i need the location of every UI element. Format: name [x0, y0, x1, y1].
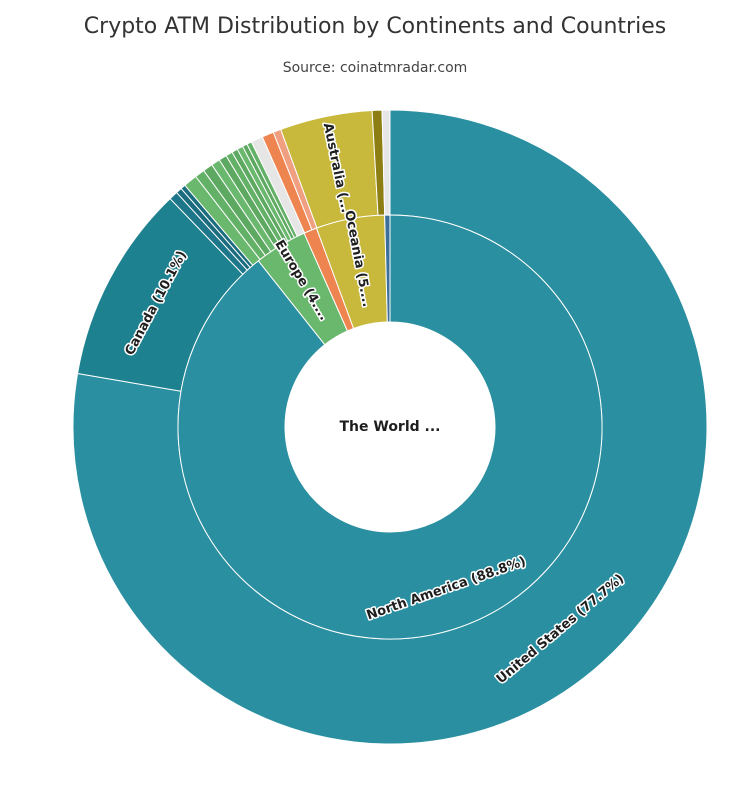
center-hole[interactable] [285, 322, 495, 532]
chart-title: Crypto ATM Distribution by Continents an… [83, 14, 667, 39]
center-label: The World ... [339, 419, 440, 435]
outer-ring [72, 109, 708, 745]
chart-subtitle: Source: coinatmradar.com [282, 60, 468, 76]
inner-ring [177, 214, 603, 640]
